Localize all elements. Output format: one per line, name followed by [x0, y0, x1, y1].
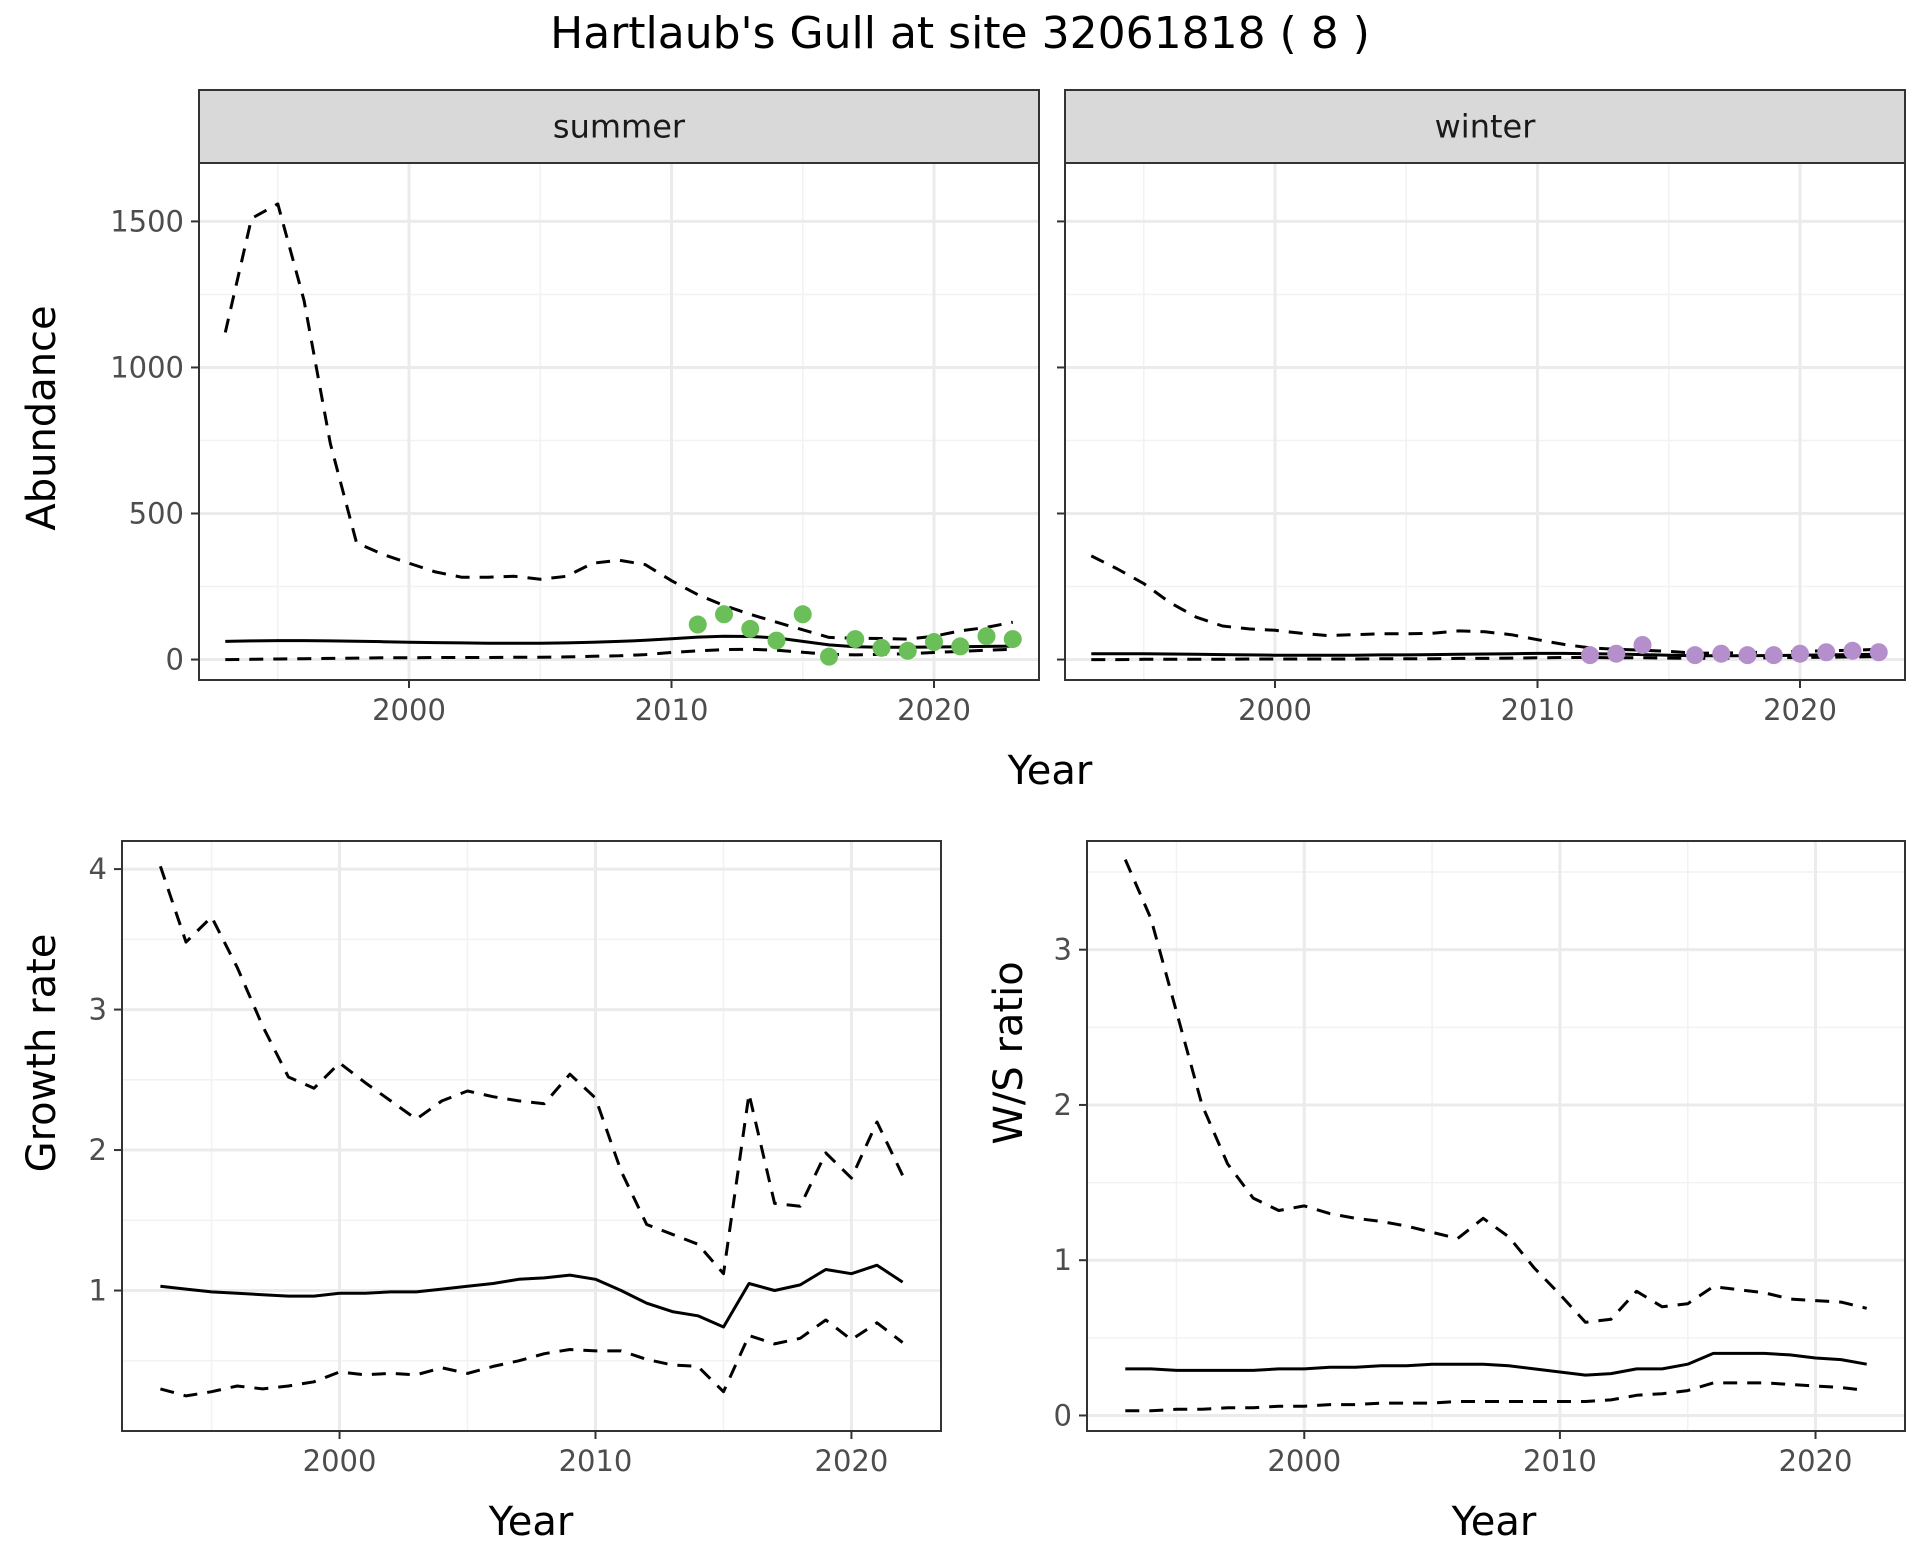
summer-count-point: [820, 647, 838, 666]
summer-count-point: [715, 605, 733, 624]
y-tick-label: 3: [1054, 933, 1072, 967]
median-line: [160, 1263, 904, 1329]
summer-count-point: [1003, 630, 1022, 649]
ci-line-1: [1090, 554, 1879, 655]
x-tick-label: 2010: [1523, 1444, 1597, 1478]
winter-count-point: [1607, 644, 1626, 663]
summer-count-point: [688, 615, 707, 634]
median-line: [1125, 1351, 1867, 1377]
x-tick-label: 2020: [1763, 693, 1837, 727]
abundance-y-axis-label: Abundance: [19, 305, 65, 530]
x-tick-label: 2000: [372, 693, 446, 727]
x-tick-label: 2020: [1779, 1444, 1853, 1478]
panel-border: [121, 840, 942, 1432]
x-tick-label: 2020: [815, 1444, 889, 1478]
winter-count-point: [1738, 646, 1757, 665]
winter-count-point: [1686, 646, 1704, 665]
y-tick-label: 2: [1054, 1088, 1072, 1122]
growth-rate-x-axis-label: Year: [488, 1499, 574, 1545]
x-tick-label: 2010: [559, 1444, 633, 1478]
y-tick-label: 0: [166, 643, 184, 677]
x-tick-label: 2000: [1238, 693, 1312, 727]
summer-count-point: [925, 633, 943, 652]
ws-ratio-x-axis-label: Year: [1451, 1499, 1537, 1545]
figure-title: Hartlaub's Gull at site 32061818 ( 8 ): [550, 8, 1370, 59]
summer-count-point: [951, 637, 970, 656]
summer-count-point: [846, 630, 865, 649]
y-tick-label: 1: [1054, 1243, 1072, 1277]
summer-count-point: [872, 638, 891, 657]
summer-strip-label: summer: [553, 108, 686, 146]
x-tick-label: 2000: [1267, 1444, 1341, 1478]
x-tick-label: 2020: [897, 693, 971, 727]
ci-line-1: [223, 202, 1014, 641]
winter-count-point: [1791, 644, 1809, 663]
y-tick-label: 2: [89, 1133, 107, 1167]
y-tick-label: 500: [129, 497, 184, 531]
growth-rate-y-axis-label: Growth rate: [19, 934, 65, 1173]
y-tick-label: 1: [89, 1274, 107, 1308]
winter-count-point: [1633, 635, 1652, 654]
panel-border: [1086, 840, 1906, 1432]
summer-count-point: [898, 641, 917, 660]
summer-count-point: [977, 627, 996, 646]
y-tick-label: 3: [89, 993, 107, 1027]
ci-line-2: [1125, 1381, 1867, 1413]
ci-line-1: [158, 865, 904, 1276]
winter-strip-label: winter: [1435, 108, 1537, 146]
winter-count-point: [1764, 646, 1783, 665]
y-tick-label: 0: [1054, 1398, 1072, 1432]
x-tick-label: 2010: [1501, 693, 1575, 727]
summer-strip: [198, 89, 1040, 164]
x-tick-label: 2010: [635, 693, 709, 727]
panel-border: [1064, 162, 1906, 681]
panel-border: [198, 162, 1040, 681]
x-tick-label: 2000: [303, 1444, 377, 1478]
ci-line-2: [160, 1318, 904, 1398]
growth-rate-panel: 2000 2010 2020 1 2 3 4: [89, 840, 942, 1478]
y-tick-label: 4: [89, 852, 107, 886]
summer-count-point: [767, 631, 786, 650]
summer-count-point: [741, 619, 760, 638]
y-tick-label: 1000: [110, 350, 184, 384]
summer-panel: summer 2000 2010 2020 0 500 1000 1500: [110, 89, 1040, 727]
winter-count-point: [1843, 641, 1862, 660]
winter-count-point: [1817, 643, 1836, 662]
winter-count-point: [1712, 644, 1731, 663]
winter-count-point: [1869, 643, 1888, 662]
y-tick-label: 1500: [110, 204, 184, 238]
top-x-axis-label: Year: [1007, 748, 1093, 794]
summer-count-point: [793, 605, 812, 624]
winter-count-point: [1581, 646, 1599, 665]
ci-line-1: [1123, 859, 1868, 1324]
winter-strip: [1064, 89, 1906, 164]
ws-ratio-panel: 2000 2010 2020 0 1 2 3: [1054, 840, 1906, 1478]
median-line: [1091, 651, 1879, 658]
winter-panel: winter 2000 2010 2020: [1057, 89, 1906, 727]
ws-ratio-y-axis-label: W/S ratio: [986, 961, 1032, 1144]
